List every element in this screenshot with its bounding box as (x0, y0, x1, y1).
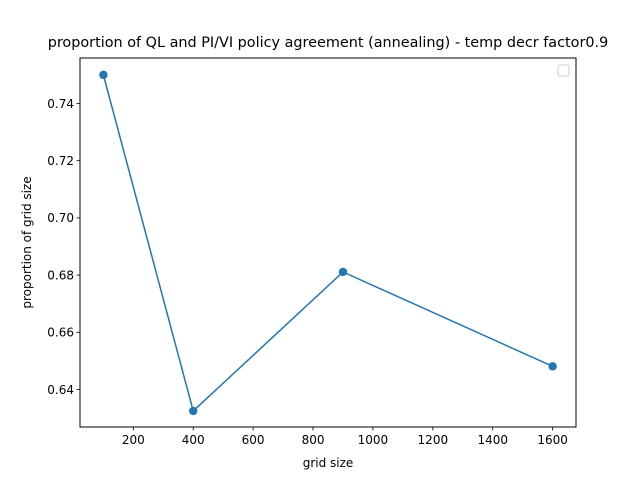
series-line (102, 74, 553, 413)
plot-layer (99, 70, 557, 416)
chart-title: proportion of QL and PI/VI policy agreem… (48, 35, 609, 51)
x-tick-label: 400 (182, 433, 205, 447)
y-axis-label: proportion of grid size (20, 176, 34, 308)
plot-area-frame (79, 57, 577, 428)
x-tick-label: 1000 (358, 433, 389, 447)
x-tick-label: 1600 (537, 433, 568, 447)
x-axis-label: grid size (303, 456, 354, 470)
data-point (338, 267, 348, 277)
y-tick-label: 0.68 (47, 268, 74, 282)
data-point (99, 70, 108, 80)
x-tick-label: 200 (122, 433, 145, 447)
data-point (189, 406, 198, 416)
legend-box (557, 64, 570, 77)
x-tick-label: 1400 (477, 433, 508, 447)
data-point (548, 362, 557, 371)
x-tick-label: 800 (302, 433, 325, 447)
ticks-layer: 200 400 600 800 1000 1200 1400 1600 0.64 0.66 0.68… (47, 97, 568, 447)
y-tick-label: 0.74 (47, 97, 74, 111)
y-tick-label: 0.72 (47, 154, 74, 168)
y-tick-label: 0.70 (47, 211, 74, 225)
x-tick-label: 1200 (418, 433, 449, 447)
x-tick-label: 600 (242, 433, 265, 447)
y-tick-label: 0.64 (47, 383, 74, 397)
y-tick-label: 0.66 (47, 326, 74, 340)
